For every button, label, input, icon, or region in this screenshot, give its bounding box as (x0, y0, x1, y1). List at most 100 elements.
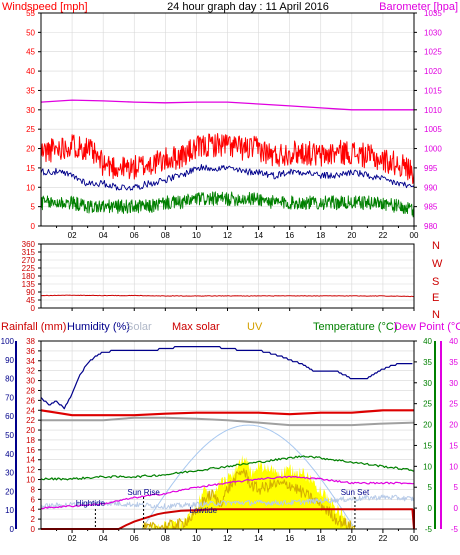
rainfall-tick-label: 2 (31, 515, 36, 524)
direction-tick-label: 180 (22, 272, 36, 281)
windspeed-tick-label: 0 (31, 222, 36, 231)
direction-tick-label: 270 (22, 256, 36, 265)
series-wind-direction-line (40, 294, 415, 298)
series-gust-line (40, 133, 415, 184)
rainfall-tick-label: 26 (26, 396, 35, 405)
windspeed-tick-label: 40 (26, 67, 35, 76)
rainfall-tick-label: 28 (26, 386, 35, 395)
max-solar-header: Max solar (172, 321, 220, 333)
gray-reference-line (41, 416, 415, 427)
windspeed-tick-label: 5 (31, 203, 36, 212)
x-tick-label: 14 (254, 231, 263, 240)
rainfall-line (41, 508, 415, 530)
dew-point-tick-label: -5 (451, 525, 459, 534)
dew-point-line (40, 475, 414, 510)
direction-tick-label: 45 (26, 296, 35, 305)
windspeed-tick-label: 10 (26, 183, 35, 192)
humidity-tick-label: 10 (5, 506, 14, 515)
rainfall-tick-label: 0 (31, 525, 36, 534)
direction-tick-label: 90 (26, 288, 35, 297)
x-tick-label: 12 (223, 534, 232, 543)
x-tick-label: 08 (161, 231, 170, 240)
temperature-header: Temperature (°C) (313, 321, 397, 333)
dew-point-header: Dew Point (°C) (394, 321, 460, 333)
x-tick-label: 08 (161, 534, 170, 543)
rainfall-tick-label: 30 (26, 377, 35, 386)
x-tick-label: 22 (378, 231, 387, 240)
x-tick-label: 06 (130, 534, 139, 543)
rainfall-tick-label: 18 (26, 436, 35, 445)
temperature-tick-label: 20 (423, 421, 432, 430)
x-tick-label: 06 (130, 231, 139, 240)
dew-point-tick-label: 0 (454, 504, 459, 513)
x-tick-label: 02 (68, 534, 77, 543)
barometer-tick-label: 1010 (424, 106, 442, 115)
series-barometer-line (40, 99, 414, 111)
rainfall-tick-label: 6 (31, 495, 36, 504)
rainfall-tick-label: 22 (26, 416, 35, 425)
dew-point-tick-label: 40 (449, 337, 458, 346)
humidity-tick-label: 30 (5, 469, 14, 478)
barometer-tick-label: 1015 (424, 86, 442, 95)
dew-point-tick-label: 35 (449, 358, 458, 367)
panel-frame (40, 12, 415, 227)
humidity-tick-label: 40 (5, 450, 14, 459)
rainfall-header: Rainfall (mm) (1, 321, 66, 333)
barometer-tick-label: 1005 (424, 125, 442, 134)
x-tick-label: 02 (68, 231, 77, 240)
rainfall-tick-label: 38 (26, 337, 35, 346)
hightide-label: Hightide (76, 499, 106, 508)
humidity-tick-label: 80 (5, 375, 14, 384)
uv-header: UV (247, 321, 263, 333)
x-tick-label: 10 (192, 534, 201, 543)
uv-line (141, 468, 356, 530)
x-tick-label: 22 (378, 534, 387, 543)
max-solar-curve-line (141, 424, 354, 530)
dew-point-tick-label: 10 (449, 462, 458, 471)
barometer-tick-label: 1020 (424, 67, 442, 76)
windspeed-tick-label: 50 (26, 28, 35, 37)
rainfall-tick-label: 8 (31, 485, 36, 494)
chart-title: 24 hour graph day : 11 April 2016 (167, 1, 329, 13)
x-tick-label: 18 (316, 534, 325, 543)
x-tick-label: 16 (285, 231, 294, 240)
windspeed-tick-label: 35 (26, 86, 35, 95)
x-tick-label: 12 (223, 231, 232, 240)
windspeed-axis-title: Windspeed [mph] (2, 1, 88, 13)
solar-header: Solar (126, 321, 152, 333)
humidity-tick-label: 100 (1, 337, 15, 346)
dew-point-tick-label: 25 (449, 400, 458, 409)
compass-label: S (432, 276, 439, 288)
windspeed-tick-label: 55 (26, 9, 35, 18)
rainfall-tick-label: 12 (26, 466, 35, 475)
temperature-line (40, 455, 415, 481)
dew-point-tick-label: 20 (449, 421, 458, 430)
temperature-tick-label: 40 (423, 337, 432, 346)
compass-label: E (432, 292, 439, 304)
rainfall-tick-label: 14 (26, 456, 35, 465)
x-tick-label: 10 (192, 231, 201, 240)
rainfall-tick-label: 20 (26, 426, 35, 435)
windspeed-tick-label: 30 (26, 106, 35, 115)
humidity-tick-label: 70 (5, 393, 14, 402)
direction-tick-label: 135 (22, 280, 36, 289)
series-average-line (40, 163, 415, 191)
x-tick-label: 00 (410, 231, 419, 240)
humidity-tick-label: 0 (10, 525, 15, 534)
humidity-tick-label: 50 (5, 431, 14, 440)
windspeed-tick-label: 15 (26, 164, 35, 173)
barometer-tick-label: 995 (424, 164, 438, 173)
panel-frame (40, 243, 415, 309)
sun-rise-label: Sun Rise (127, 488, 160, 497)
x-tick-label: 00 (410, 534, 419, 543)
barometer-tick-label: 1025 (424, 48, 442, 57)
compass-label: W (432, 258, 443, 270)
barometer-tick-label: 990 (424, 183, 438, 192)
humidity-tick-label: 20 (5, 487, 14, 496)
x-tick-label: 16 (285, 534, 294, 543)
max-solar-line (40, 409, 414, 417)
barometer-tick-label: 1035 (424, 9, 442, 18)
